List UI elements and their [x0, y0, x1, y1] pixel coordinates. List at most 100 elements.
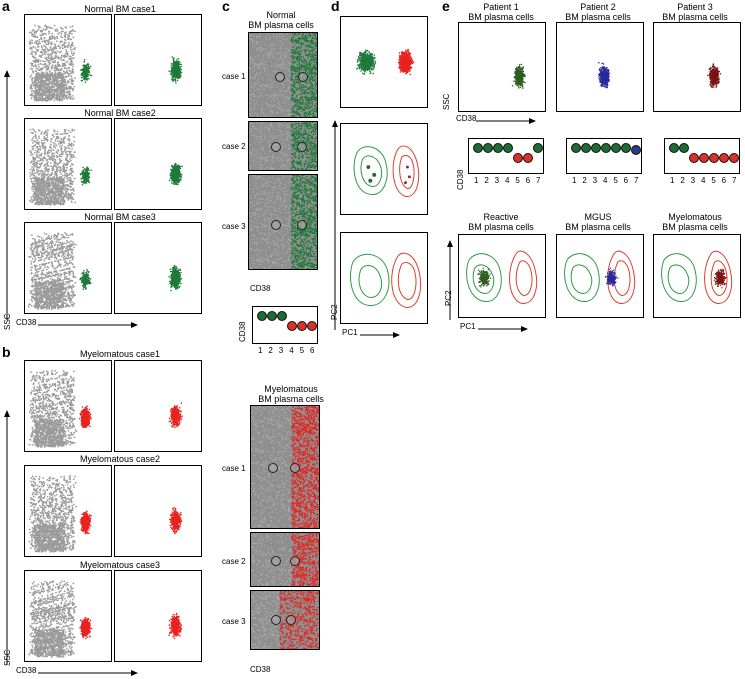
median-dot [483, 143, 493, 153]
x-tick-label: 1 [258, 346, 262, 355]
case-label: case 3 [222, 617, 246, 626]
patient-subtitle: BM plasma cells [456, 12, 546, 22]
panel-d-y-arrow [332, 120, 338, 330]
panel-c-bottom-title-2: BM plasma cells [250, 394, 332, 404]
median-marker [271, 556, 281, 566]
panel-c-top-title-2: BM plasma cells [240, 20, 322, 30]
scatter-patient-1 [458, 22, 546, 112]
patient-title: Patient 1 [456, 2, 546, 12]
median-dot [581, 143, 591, 153]
scatter-b3-pc [114, 570, 202, 662]
scatter-a3-pc [114, 222, 202, 314]
panel-e-mini-plot-3 [664, 138, 740, 174]
panel-a-ylabel: SSC [3, 314, 12, 330]
scatter-patient-2 [556, 22, 644, 112]
panel-d-ylabel: PC2 [330, 304, 339, 320]
x-tick-label: 6 [310, 346, 314, 355]
panel-c-bottom-xlabel: CD38 [250, 665, 270, 674]
median-dot [503, 143, 513, 153]
median-marker [297, 220, 307, 230]
x-tick-label: 3 [593, 176, 597, 185]
pca-plot-contours [340, 232, 428, 324]
x-tick-label: 2 [680, 176, 684, 185]
median-marker [297, 142, 307, 152]
strip-myeloma-case3 [250, 590, 320, 650]
median-dot [307, 321, 317, 331]
x-tick-label: 7 [634, 176, 638, 185]
pca-plot-clouds [340, 16, 428, 108]
panel-c-mini-ylabel: CD38 [238, 322, 247, 342]
patient-subtitle: BM plasma cells [553, 12, 643, 22]
median-marker [290, 556, 300, 566]
x-tick-label: 6 [624, 176, 628, 185]
panel-b-xlabel: CD38 [16, 666, 36, 675]
strip-myeloma-case2 [250, 532, 320, 587]
pca-plot-contours-medians [340, 123, 428, 215]
x-tick-label: 3 [279, 346, 283, 355]
x-tick-label: 3 [691, 176, 695, 185]
group-title: MGUS [553, 212, 643, 222]
case-label: case 3 [222, 222, 246, 231]
median-dot [591, 143, 601, 153]
x-tick-label: 2 [484, 176, 488, 185]
panel-letter-d: d [331, 0, 340, 14]
scatter-a2-all [24, 118, 112, 210]
patient-title: Patient 3 [650, 2, 740, 12]
panel-a-title-1: Normal BM case1 [20, 4, 220, 14]
panel-d-x-arrow [360, 332, 400, 338]
median-marker [290, 463, 300, 473]
scatter-a2-pc [114, 118, 202, 210]
median-dot [297, 321, 307, 331]
panel-letter-c: c [222, 0, 230, 14]
panel-a-title-3: Normal BM case3 [20, 212, 220, 222]
strip-myeloma-case1 [250, 405, 320, 529]
scatter-b1-all [24, 360, 112, 452]
group-title: Reactive [456, 212, 546, 222]
x-tick-label: 4 [289, 346, 293, 355]
median-dot [729, 153, 739, 163]
median-dot [493, 143, 503, 153]
panel-b-title-1: Myelomatous case1 [20, 349, 220, 359]
median-dot [287, 321, 297, 331]
panel-d-xlabel: PC1 [342, 328, 358, 337]
group-title: Myelomatous [650, 212, 740, 222]
panel-b-title-3: Myelomatous case3 [20, 560, 220, 570]
x-tick-label: 1 [572, 176, 576, 185]
panel-e-mini-ylabel: CD38 [456, 170, 465, 190]
median-dot [611, 143, 621, 153]
median-dot [699, 153, 709, 163]
panel-a-x-arrow [38, 322, 138, 328]
panel-c-mini-plot [252, 306, 318, 344]
x-tick-label: 4 [505, 176, 509, 185]
x-tick-label: 2 [268, 346, 272, 355]
panel-b-title-2: Myelomatous case2 [20, 454, 220, 464]
panel-e-pc-x-arrow [478, 326, 528, 332]
median-dot [267, 311, 277, 321]
x-tick-label: 4 [701, 176, 705, 185]
median-dot [631, 145, 641, 155]
x-tick-label: 4 [603, 176, 607, 185]
group-subtitle: BM plasma cells [553, 222, 643, 232]
panel-a-title-2: Normal BM case2 [20, 108, 220, 118]
panel-c-top-xlabel: CD38 [250, 284, 270, 293]
x-tick-label: 5 [711, 176, 715, 185]
x-tick-label: 5 [613, 176, 617, 185]
median-dot [669, 143, 679, 153]
median-dot [689, 153, 699, 163]
panel-e-scatter-x-arrow [476, 118, 536, 124]
x-tick-label: 6 [526, 176, 530, 185]
case-label: case 2 [222, 557, 246, 566]
scatter-a1-all [24, 14, 112, 106]
x-tick-label: 1 [670, 176, 674, 185]
median-dot [709, 153, 719, 163]
strip-normal-case3 [248, 174, 318, 270]
scatter-b1-pc [114, 360, 202, 452]
panel-b-x-arrow [38, 670, 138, 676]
median-dot [277, 311, 287, 321]
panel-e-mini-plot-1 [468, 138, 544, 174]
case-label: case 2 [222, 142, 246, 151]
panel-letter-a: a [2, 0, 10, 14]
